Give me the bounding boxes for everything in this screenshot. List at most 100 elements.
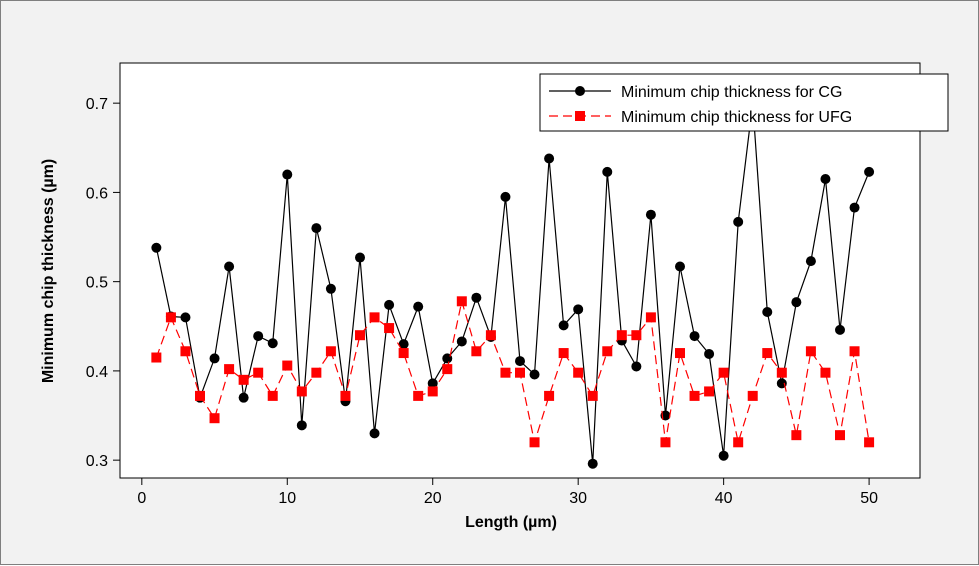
data-point (224, 364, 235, 375)
y-tick-label: 0.3 (86, 453, 108, 470)
data-point (733, 216, 744, 227)
data-point (689, 331, 700, 342)
data-point (238, 392, 249, 403)
data-point (587, 458, 598, 469)
data-point (427, 378, 438, 389)
data-point (398, 339, 409, 350)
legend-marker (575, 86, 585, 96)
legend: Minimum chip thickness for CG Minimum chi… (539, 73, 949, 132)
data-point (544, 153, 555, 164)
data-point (805, 346, 816, 357)
y-tick-label: 0.7 (86, 96, 108, 113)
data-point (427, 386, 438, 397)
x-tick-label: 20 (424, 490, 442, 507)
data-point (835, 324, 845, 335)
x-tick-label: 10 (278, 490, 296, 507)
data-point (355, 252, 365, 263)
data-point (602, 166, 613, 177)
data-point (282, 360, 293, 371)
data-point (820, 367, 831, 378)
data-point (369, 312, 380, 323)
data-point (282, 169, 293, 180)
data-point (456, 296, 467, 307)
data-point (704, 386, 715, 397)
plot-area (119, 62, 921, 479)
data-point (544, 390, 555, 401)
data-point (631, 361, 642, 372)
data-point (558, 348, 569, 359)
data-point (384, 323, 395, 334)
legend-marker (575, 111, 585, 121)
data-point (209, 413, 220, 424)
series-line (155, 301, 870, 445)
data-point (384, 299, 395, 310)
data-point (573, 367, 584, 378)
data-point (529, 369, 540, 380)
x-tick-label: 40 (715, 490, 733, 507)
data-point (675, 261, 685, 272)
axes-layer: 0 10 20 30 40 50 0.3 0.4 0.5 0.6 0.7 (86, 96, 878, 507)
data-point (616, 330, 627, 341)
data-point (602, 346, 613, 357)
data-point (413, 301, 424, 312)
data-point (791, 430, 802, 441)
data-point (151, 242, 162, 253)
data-point (718, 367, 729, 378)
data-point (573, 304, 584, 315)
y-tick-label: 0.4 (86, 364, 108, 381)
y-tick-label: 0.5 (86, 275, 108, 292)
legend-box (539, 73, 949, 132)
series-2 (151, 296, 875, 448)
data-point (224, 261, 235, 272)
data-point (471, 346, 482, 357)
data-point (340, 390, 351, 401)
y-axis-title: Minimum chip thickness (µm) (40, 159, 57, 383)
data-point (675, 348, 685, 359)
data-point (515, 367, 525, 378)
data-point (456, 336, 467, 347)
data-point (864, 166, 875, 177)
data-point (776, 367, 787, 378)
data-point (645, 312, 656, 323)
data-point (180, 312, 191, 323)
data-point (253, 331, 264, 342)
data-point (398, 348, 409, 359)
data-point (805, 256, 816, 267)
data-point (311, 223, 322, 234)
data-point (471, 292, 482, 303)
data-point (849, 346, 860, 357)
data-point (704, 348, 715, 359)
data-point (485, 330, 496, 341)
data-point (296, 386, 307, 397)
legend-entry: Minimum chip thickness for UFG (549, 109, 852, 126)
data-point (195, 390, 205, 401)
data-point (325, 346, 336, 357)
data-point (660, 437, 671, 448)
data-point (558, 320, 569, 331)
data-point (442, 364, 453, 375)
data-point (151, 352, 162, 363)
data-point (500, 367, 511, 378)
data-point (253, 367, 264, 378)
data-point (762, 348, 773, 359)
data-point (180, 346, 191, 357)
data-point (355, 330, 365, 341)
data-point (645, 209, 656, 220)
data-point (209, 353, 220, 364)
data-point (413, 390, 424, 401)
x-tick-label: 30 (569, 490, 587, 507)
data-point (820, 174, 831, 185)
data-point (325, 283, 336, 294)
legend-label: Minimum chip thickness for CG (621, 84, 842, 101)
data-point (762, 307, 773, 317)
data-point (238, 374, 249, 385)
data-point (515, 356, 525, 367)
data-point (689, 390, 700, 401)
data-point (587, 390, 598, 401)
x-axis-title: Length (µm) (465, 514, 557, 531)
data-point (733, 437, 744, 448)
y-tick-label: 0.6 (86, 185, 108, 202)
data-point (835, 430, 845, 441)
